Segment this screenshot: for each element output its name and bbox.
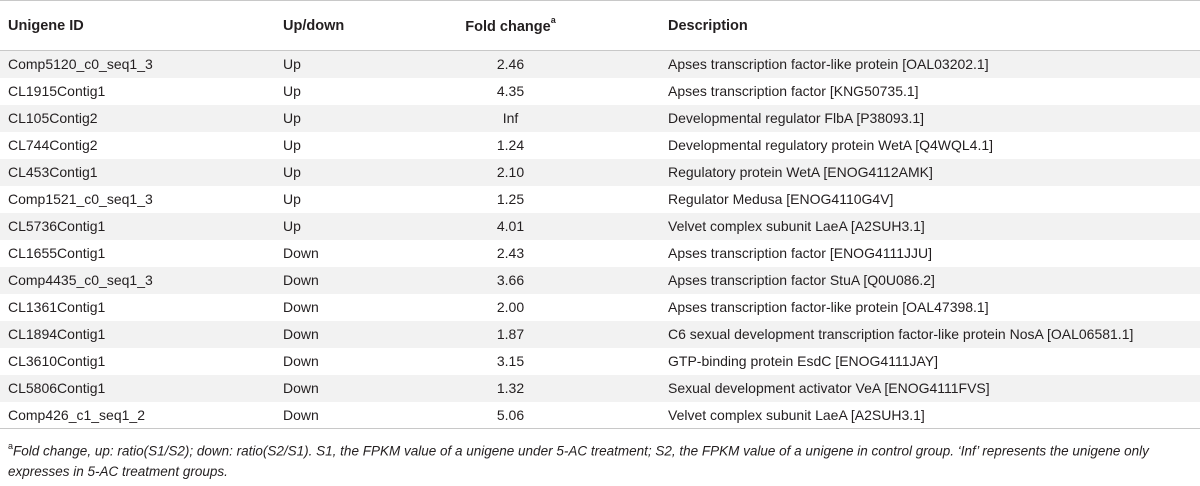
unigene-table: Unigene ID Up/down Fold changea Descript… bbox=[0, 0, 1200, 429]
cell-up-down: Down bbox=[275, 239, 385, 267]
cell-unigene-id: CL1915Contig1 bbox=[0, 77, 275, 105]
cell-up-down: Down bbox=[275, 401, 385, 429]
cell-description: Velvet complex subunit LaeA [A2SUH3.1] bbox=[660, 212, 1200, 240]
table-row: CL1915Contig1 Up 4.35 Apses transcription f… bbox=[0, 77, 1200, 105]
cell-unigene-id: CL105Contig2 bbox=[0, 104, 275, 132]
cell-fold-change: 1.32 bbox=[385, 374, 660, 402]
cell-up-down: Down bbox=[275, 320, 385, 348]
footnote-marker: a bbox=[8, 441, 14, 451]
table-row: CL3610Contig1 Down 3.15 GTP-binding protein… bbox=[0, 347, 1200, 375]
cell-fold-change: 5.06 bbox=[385, 401, 660, 429]
footnote-text: Fold change, up: ratio(S1/S2); down: rat… bbox=[8, 443, 1149, 479]
cell-fold-change: 4.35 bbox=[385, 77, 660, 105]
cell-unigene-id: CL453Contig1 bbox=[0, 158, 275, 186]
cell-description: Developmental regulatory protein WetA [Q… bbox=[660, 131, 1200, 159]
cell-description: Regulatory protein WetA [ENOG4112AMK] bbox=[660, 158, 1200, 186]
header-unigene-id: Unigene ID bbox=[0, 0, 275, 51]
cell-up-down: Down bbox=[275, 347, 385, 375]
cell-unigene-id: CL744Contig2 bbox=[0, 131, 275, 159]
cell-unigene-id: CL5806Contig1 bbox=[0, 374, 275, 402]
cell-up-down: Up bbox=[275, 212, 385, 240]
cell-fold-change: 1.25 bbox=[385, 185, 660, 213]
cell-description: Regulator Medusa [ENOG4110G4V] bbox=[660, 185, 1200, 213]
table-row: CL105Contig2 Up Inf Developmental regulator… bbox=[0, 104, 1200, 132]
table-row: CL453Contig1 Up 2.10 Regulatory protein Wet… bbox=[0, 158, 1200, 186]
cell-unigene-id: Comp426_c1_seq1_2 bbox=[0, 401, 275, 429]
table-row: Comp4435_c0_seq1_3 Down 3.66 Apses transcri… bbox=[0, 266, 1200, 294]
table-row: Comp426_c1_seq1_2 Down 5.06 Velvet complex … bbox=[0, 401, 1200, 429]
header-up-down: Up/down bbox=[275, 0, 385, 51]
table-row: Comp5120_c0_seq1_3 Up 2.46 Apses transcript… bbox=[0, 50, 1200, 78]
header-fold-change: Fold changea bbox=[385, 0, 660, 51]
header-description: Description bbox=[660, 0, 1200, 51]
table-body: Comp5120_c0_seq1_3 Up 2.46 Apses transcript… bbox=[0, 50, 1200, 429]
cell-description: Apses transcription factor [ENOG4111JJU] bbox=[660, 239, 1200, 267]
cell-unigene-id: Comp1521_c0_seq1_3 bbox=[0, 185, 275, 213]
cell-unigene-id: CL1894Contig1 bbox=[0, 320, 275, 348]
table-row: CL744Contig2 Up 1.24 Developmental regulato… bbox=[0, 131, 1200, 159]
table-row: CL1894Contig1 Down 1.87 C6 sexual developme… bbox=[0, 320, 1200, 348]
header-fold-change-label: Fold change bbox=[465, 18, 551, 35]
cell-description: Apses transcription factor-like protein … bbox=[660, 50, 1200, 78]
cell-unigene-id: CL5736Contig1 bbox=[0, 212, 275, 240]
cell-fold-change: 2.43 bbox=[385, 239, 660, 267]
cell-unigene-id: Comp5120_c0_seq1_3 bbox=[0, 50, 275, 78]
cell-up-down: Up bbox=[275, 158, 385, 186]
table-row: Comp1521_c0_seq1_3 Up 1.25 Regulator Medusa… bbox=[0, 185, 1200, 213]
cell-up-down: Up bbox=[275, 50, 385, 78]
cell-up-down: Up bbox=[275, 77, 385, 105]
cell-description: Apses transcription factor [KNG50735.1] bbox=[660, 77, 1200, 105]
cell-description: Sexual development activator VeA [ENOG41… bbox=[660, 374, 1200, 402]
cell-up-down: Down bbox=[275, 266, 385, 294]
cell-fold-change: 2.00 bbox=[385, 293, 660, 321]
cell-unigene-id: CL1361Contig1 bbox=[0, 293, 275, 321]
header-row: Unigene ID Up/down Fold changea Descript… bbox=[0, 0, 1200, 51]
cell-fold-change: 2.10 bbox=[385, 158, 660, 186]
cell-fold-change: 3.15 bbox=[385, 347, 660, 375]
table-footnote: aFold change, up: ratio(S1/S2); down: ra… bbox=[8, 437, 1193, 482]
cell-up-down: Down bbox=[275, 293, 385, 321]
table-row: CL1655Contig1 Down 2.43 Apses transcription… bbox=[0, 239, 1200, 267]
table-row: CL1361Contig1 Down 2.00 Apses transcription… bbox=[0, 293, 1200, 321]
cell-description: Developmental regulator FlbA [P38093.1] bbox=[660, 104, 1200, 132]
cell-description: Velvet complex subunit LaeA [A2SUH3.1] bbox=[660, 401, 1200, 429]
cell-unigene-id: CL1655Contig1 bbox=[0, 239, 275, 267]
cell-up-down: Up bbox=[275, 131, 385, 159]
table-row: CL5806Contig1 Down 1.32 Sexual development … bbox=[0, 374, 1200, 402]
cell-unigene-id: Comp4435_c0_seq1_3 bbox=[0, 266, 275, 294]
cell-description: GTP-binding protein EsdC [ENOG4111JAY] bbox=[660, 347, 1200, 375]
cell-description: Apses transcription factor StuA [Q0U086.… bbox=[660, 266, 1200, 294]
cell-unigene-id: CL3610Contig1 bbox=[0, 347, 275, 375]
table-row: CL5736Contig1 Up 4.01 Velvet complex subuni… bbox=[0, 212, 1200, 240]
cell-description: C6 sexual development transcription fact… bbox=[660, 320, 1200, 348]
cell-fold-change: 4.01 bbox=[385, 212, 660, 240]
cell-fold-change: 1.87 bbox=[385, 320, 660, 348]
data-table-container: Unigene ID Up/down Fold changea Descript… bbox=[0, 0, 1200, 429]
table-header: Unigene ID Up/down Fold changea Descript… bbox=[0, 0, 1200, 51]
cell-up-down: Up bbox=[275, 185, 385, 213]
cell-fold-change: 3.66 bbox=[385, 266, 660, 294]
cell-fold-change: 1.24 bbox=[385, 131, 660, 159]
header-fold-change-footnote-marker: a bbox=[550, 14, 556, 25]
cell-up-down: Up bbox=[275, 104, 385, 132]
cell-fold-change: 2.46 bbox=[385, 50, 660, 78]
cell-up-down: Down bbox=[275, 374, 385, 402]
cell-description: Apses transcription factor-like protein … bbox=[660, 293, 1200, 321]
cell-fold-change: Inf bbox=[385, 104, 660, 132]
